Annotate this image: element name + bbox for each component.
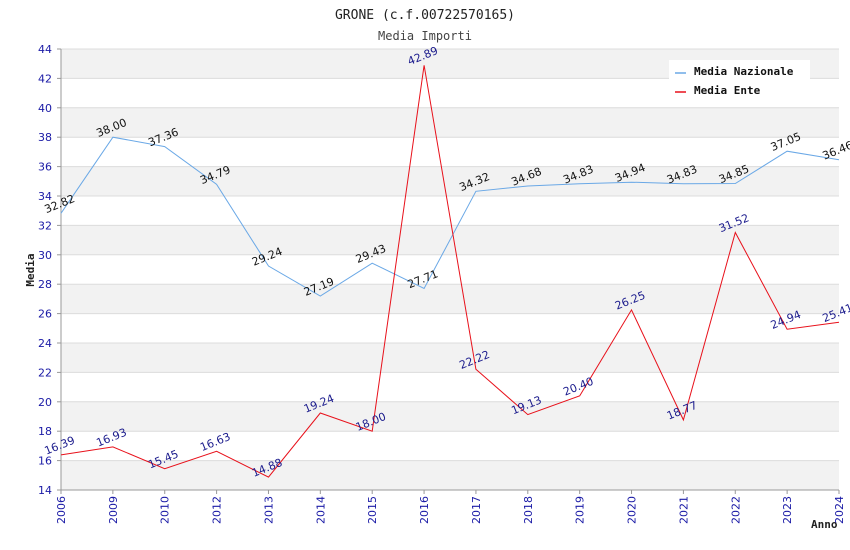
chart-title: GRONE (c.f.00722570165): [335, 8, 515, 23]
grid-band: [61, 107, 839, 138]
x-tick-label: 2017: [470, 496, 483, 524]
y-tick-label: 42: [38, 72, 52, 85]
x-tick-label: 2021: [677, 496, 690, 524]
y-tick-label: 36: [38, 161, 52, 174]
grid-bands: [61, 49, 839, 490]
y-tick-label: 34: [38, 190, 52, 203]
x-tick-label: 2022: [729, 496, 742, 524]
x-tick-label: 2020: [626, 496, 639, 524]
series-line-media-ente: [60, 65, 840, 478]
y-tick-label: 32: [38, 219, 52, 232]
x-tick-label: 2016: [418, 496, 431, 524]
x-tick-label: 2009: [107, 496, 120, 524]
y-tick-label: 24: [38, 337, 52, 350]
x-tick-label: 2006: [55, 496, 68, 524]
legend: Media Nazionale Media Ente: [669, 60, 810, 102]
x-tick-label: 2014: [314, 496, 327, 524]
legend-label-media-nazionale: Media Nazionale: [694, 65, 794, 78]
x-tick-label: 2023: [781, 496, 794, 524]
grid-band: [61, 284, 839, 314]
legend-box: [669, 60, 810, 102]
y-axis-ticks: 14 16 18 20 22 24 26 28 30 32 34 36 38 40 42 44: [38, 43, 52, 497]
x-tick-label: 2019: [574, 496, 587, 524]
data-label-media-ente: 20.40: [561, 375, 595, 399]
series-lines: [60, 65, 840, 478]
grid-band: [61, 166, 839, 196]
y-tick-label: 26: [38, 308, 52, 321]
y-tick-label: 38: [38, 131, 52, 144]
y-tick-label: 40: [38, 102, 52, 115]
y-axis-label: Media: [24, 253, 37, 286]
grid-band: [61, 401, 839, 432]
data-label-media-ente: 16.63: [198, 430, 232, 454]
y-tick-label: 20: [38, 396, 52, 409]
x-tick-label: 2010: [159, 496, 172, 524]
y-tick-label: 44: [38, 43, 52, 56]
y-tick-label: 14: [38, 484, 52, 497]
legend-label-media-ente: Media Ente: [694, 84, 761, 97]
y-tick-label: 28: [38, 278, 52, 291]
x-tick-label: 2024: [833, 496, 846, 524]
x-axis-ticks: 2006 2009 2010 2012 2013 2014 2015 2016 2017 2018…: [55, 496, 846, 524]
x-tick-label: 2015: [366, 496, 379, 524]
axes: [57, 48, 840, 494]
x-tick-label: 2013: [262, 496, 275, 524]
y-tick-label: 22: [38, 366, 52, 379]
series-line-media-nazionale: [60, 136, 840, 297]
y-tick-label: 18: [38, 425, 52, 438]
x-tick-label: 2012: [211, 496, 224, 524]
grid-band: [61, 343, 839, 373]
y-tick-label: 16: [38, 455, 52, 468]
chart-subtitle: Media Importi: [378, 29, 472, 43]
grid-band: [61, 460, 839, 490]
x-axis-label: Anno: [811, 518, 838, 531]
y-tick-label: 30: [38, 249, 52, 262]
x-tick-label: 2018: [522, 496, 535, 524]
